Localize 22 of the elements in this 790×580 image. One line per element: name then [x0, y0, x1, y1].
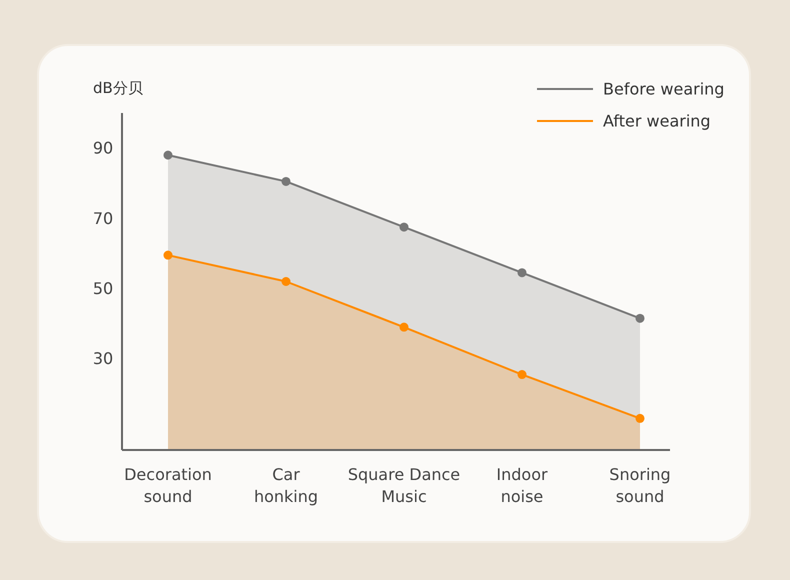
y-axis-title: dB分贝 — [93, 79, 143, 97]
x-tick-label: Car honking — [254, 465, 318, 506]
x-tick-label: Snoring sound — [609, 465, 671, 506]
point — [518, 268, 526, 278]
point — [282, 277, 290, 286]
y-tick-label: 70 — [92, 208, 114, 228]
point — [164, 150, 172, 160]
x-tick-label: Indoor noise — [496, 465, 548, 506]
y-tick-label: 50 — [92, 279, 114, 298]
point — [400, 322, 408, 332]
legend-label: Before wearing — [603, 80, 724, 98]
point — [636, 314, 644, 323]
y-tick-label: 30 — [92, 349, 114, 368]
x-tick-label: Square Dance Music — [348, 465, 460, 506]
legend-label: After wearing — [603, 112, 711, 130]
x-tick-label: Decoration sound — [124, 465, 212, 506]
point — [164, 250, 172, 260]
point — [400, 222, 408, 232]
point — [518, 370, 526, 380]
point — [282, 176, 290, 186]
y-tick-label: 90 — [92, 138, 114, 158]
point — [636, 414, 644, 423]
